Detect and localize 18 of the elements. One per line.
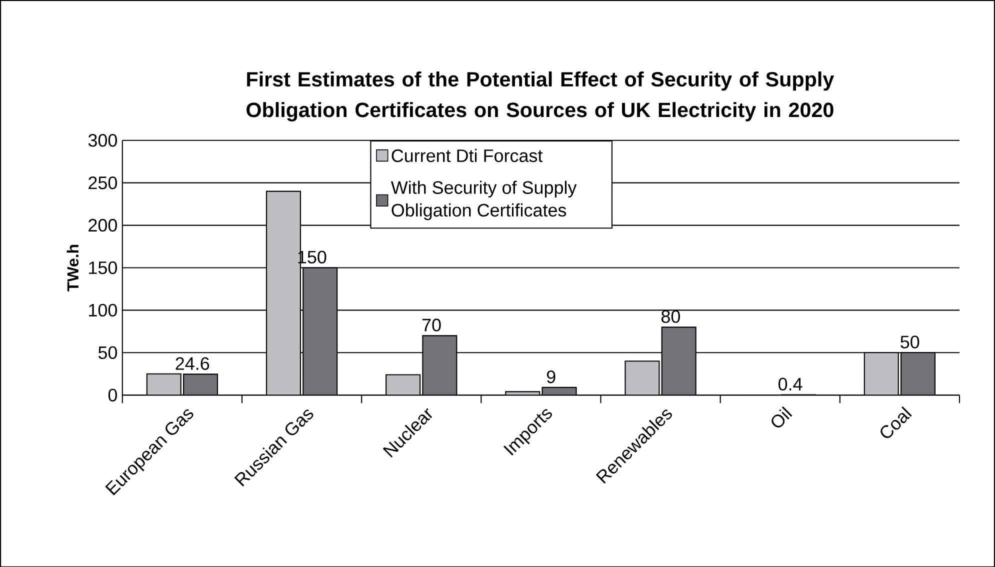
y-tick-label: 250 <box>88 176 117 189</box>
y-tick-label: 100 <box>89 304 117 316</box>
x-tick-label: Oil <box>772 406 792 428</box>
y-tick-label: 300 <box>88 134 117 147</box>
data-label: 24.6 <box>176 357 210 370</box>
legend-label: With Security of Supply Obligation Certificates <box>390 180 577 220</box>
data-label: 9 <box>546 370 556 383</box>
data-label: 80 <box>661 310 680 323</box>
y-axis-title: TWe.h <box>66 244 79 292</box>
data-label: 50 <box>900 335 920 348</box>
legend-label: Current Dti Forcast <box>392 148 543 162</box>
y-tick-label: 0 <box>108 388 117 402</box>
y-tick-label: 200 <box>88 218 117 232</box>
y-tick-label: 50 <box>98 346 117 359</box>
y-tick-label: 150 <box>89 261 117 274</box>
chart-title: First Estimates of the Potential Effect of Security of Supply Obligation Certificates on Sources of UK Electricity in 2020 <box>246 71 834 122</box>
data-label: 0.4 <box>778 378 802 390</box>
data-label: 70 <box>422 318 441 332</box>
